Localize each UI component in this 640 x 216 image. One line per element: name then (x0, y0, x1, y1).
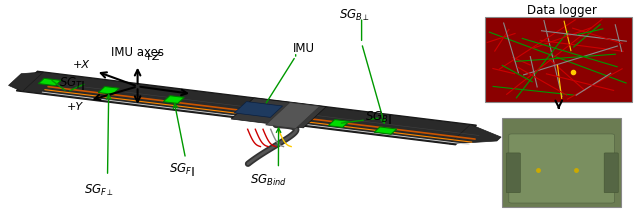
Text: $SG_{B\perp}$: $SG_{B\perp}$ (339, 8, 371, 23)
Text: $SG_{T\|}$: $SG_{T\|}$ (59, 75, 86, 92)
Polygon shape (231, 98, 326, 128)
Polygon shape (374, 127, 397, 134)
Text: IMU: IMU (293, 42, 315, 55)
Polygon shape (17, 71, 476, 145)
Polygon shape (234, 102, 283, 117)
FancyBboxPatch shape (509, 134, 614, 203)
FancyBboxPatch shape (604, 153, 618, 193)
Polygon shape (163, 96, 184, 103)
Polygon shape (38, 78, 61, 86)
Text: Data logger: Data logger (527, 4, 597, 17)
FancyBboxPatch shape (485, 17, 632, 102)
Polygon shape (449, 124, 501, 144)
Text: +Y: +Y (67, 102, 83, 111)
Text: $SG_{F\|}$: $SG_{F\|}$ (169, 161, 196, 178)
Text: +X: +X (72, 60, 90, 70)
Text: $SG_{F\perp}$: $SG_{F\perp}$ (84, 183, 115, 198)
Polygon shape (98, 86, 119, 94)
FancyBboxPatch shape (506, 153, 520, 193)
Polygon shape (328, 119, 349, 127)
FancyBboxPatch shape (502, 118, 621, 207)
Text: IMU axes: IMU axes (111, 46, 164, 59)
Text: +Z: +Z (144, 52, 161, 62)
Text: $SG_{Bind}$: $SG_{Bind}$ (250, 173, 287, 188)
Polygon shape (266, 103, 320, 129)
Polygon shape (8, 72, 44, 92)
Text: $SG_{B\|}$: $SG_{B\|}$ (365, 109, 392, 126)
